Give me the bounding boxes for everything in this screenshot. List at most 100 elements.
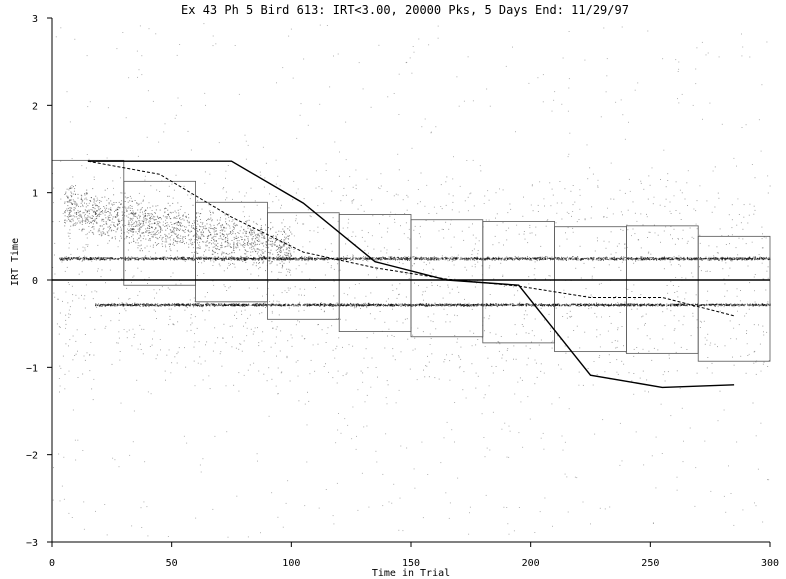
scatter-point [586, 303, 588, 305]
scatter-point [113, 303, 115, 305]
scatter-point [164, 304, 165, 306]
scatter-point [367, 305, 369, 306]
scatter-point [225, 303, 227, 305]
scatter-point [731, 257, 733, 259]
scatter-point [328, 258, 330, 260]
scatter-point [647, 257, 649, 259]
scatter-point [395, 259, 396, 261]
scatter-point [664, 259, 666, 261]
scatter-point [479, 258, 481, 260]
scatter-point [638, 259, 640, 261]
scatter-point [551, 304, 553, 305]
scatter-point [366, 259, 368, 261]
scatter-point [340, 258, 342, 259]
scatter-point [69, 257, 70, 259]
scatter-point [629, 258, 631, 260]
scatter-point [338, 305, 340, 306]
scatter-point [763, 258, 765, 260]
scatter-point [189, 305, 191, 307]
scatter-point [763, 257, 765, 259]
scatter-point [78, 256, 80, 258]
scatter-point [355, 257, 357, 259]
scatter-point [278, 258, 280, 260]
scatter-point [380, 305, 382, 306]
scatter-point [433, 305, 435, 306]
scatter-point [391, 258, 393, 260]
scatter-point [435, 303, 437, 305]
scatter-point [161, 304, 163, 305]
scatter-point [167, 303, 169, 305]
scatter-point [178, 305, 180, 307]
scatter-point [667, 258, 669, 259]
scatter-point [225, 256, 227, 258]
scatter-point [258, 258, 260, 260]
scatter-point [724, 257, 726, 259]
scatter-point [696, 257, 698, 259]
scatter-point [356, 258, 358, 260]
scatter-point [521, 257, 523, 259]
scatter-point [538, 258, 540, 260]
scatter-point [579, 304, 581, 306]
scatter-point [481, 305, 483, 307]
scatter-point [693, 306, 695, 307]
scatter-point [611, 257, 613, 259]
scatter-point [700, 259, 702, 261]
scatter-point [519, 259, 520, 261]
scatter-point [281, 257, 283, 258]
scatter-point [389, 259, 391, 261]
scatter-point [67, 260, 68, 261]
scatter-point [95, 303, 97, 305]
scatter-point [373, 258, 375, 260]
scatter-point [421, 304, 422, 306]
scatter-point [441, 304, 443, 306]
scatter-point [642, 258, 644, 260]
scatter-point [99, 259, 101, 261]
scatter-point [458, 304, 460, 306]
scatter-point [218, 304, 220, 306]
scatter-point [414, 259, 416, 261]
scatter-point [105, 257, 107, 259]
scatter-point [361, 257, 363, 259]
scatter-point [602, 258, 604, 260]
scatter-point [291, 258, 293, 259]
scatter-point [441, 305, 443, 307]
scatter-point [361, 304, 363, 306]
scatter-point [276, 257, 278, 259]
scatter-point [218, 258, 220, 260]
scatter-point [679, 305, 681, 307]
scatter-point [196, 258, 198, 260]
scatter-point [174, 258, 175, 259]
scatter-point [166, 304, 168, 306]
scatter-point [201, 257, 203, 259]
scatter-point [284, 257, 286, 259]
scatter-point [147, 257, 149, 259]
scatter-point [615, 258, 617, 260]
scatter-point [694, 257, 696, 259]
scatter-point [428, 305, 430, 307]
scatter-point [104, 257, 106, 259]
scatter-point [619, 258, 621, 260]
scatter-point [677, 303, 679, 305]
scatter-point [128, 304, 130, 306]
scatter-point [282, 258, 284, 260]
scatter-point [673, 304, 675, 306]
scatter-point [476, 304, 478, 306]
scatter-point [677, 259, 679, 261]
scatter-point [751, 258, 752, 260]
scatter-point [428, 259, 430, 261]
scatter-point [204, 256, 206, 258]
scatter-point [288, 257, 290, 259]
scatter-point [621, 258, 623, 260]
scatter-point [250, 304, 252, 306]
scatter-point [434, 302, 436, 304]
scatter-point [110, 305, 112, 307]
scatter-point [509, 303, 511, 305]
scatter-point [296, 259, 298, 261]
scatter-point [564, 258, 566, 260]
scatter-point [423, 258, 425, 260]
scatter-point [496, 304, 498, 306]
scatter-point [221, 259, 223, 261]
scatter-point [258, 259, 259, 261]
scatter-point [580, 304, 582, 306]
scatter-point [186, 305, 188, 306]
